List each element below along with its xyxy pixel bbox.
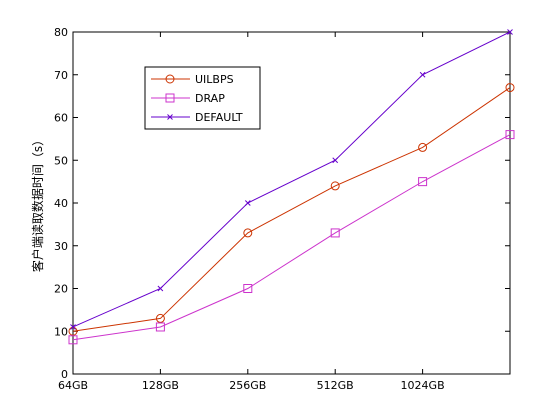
data-point-default <box>157 285 164 292</box>
y-tick-label: 50 <box>54 154 68 167</box>
y-tick-label: 80 <box>54 26 68 39</box>
x-marker-stroke <box>157 285 164 292</box>
data-point-uilbps <box>418 142 428 152</box>
x-tick-label: 512GB <box>317 379 354 392</box>
legend-label-default: DEFAULT <box>195 111 243 124</box>
data-point-default <box>244 200 251 206</box>
x-marker-stroke <box>244 200 251 206</box>
legend: UILBPS DRAP DEFAULT <box>144 66 261 130</box>
y-tick-label: 10 <box>54 325 68 338</box>
y-axis-label: 客户端读取数据时间（s） <box>30 134 45 272</box>
series-line-uilbps <box>72 87 511 332</box>
series-line-default <box>72 31 511 328</box>
x-marker-stroke <box>70 324 76 330</box>
data-point-uilbps <box>505 83 515 93</box>
data-point-drap <box>243 284 253 293</box>
legend-marker-uilbps <box>165 74 175 84</box>
data-point-drap <box>505 130 515 140</box>
legend-label-uilbps: UILBPS <box>195 73 234 86</box>
y-tick-label: 30 <box>54 240 68 253</box>
y-tick-label: 20 <box>54 283 68 296</box>
data-point-uilbps <box>243 228 253 238</box>
data-point-drap <box>68 335 78 345</box>
y-axis: 0 10 20 30 40 50 60 70 80 <box>54 26 510 381</box>
x-tick-label: 256GB <box>229 379 266 392</box>
data-point-default <box>507 29 513 35</box>
x-tick-label: 128GB <box>142 379 179 392</box>
y-tick-label: 0 <box>61 368 68 381</box>
legend-label-drap: DRAP <box>195 92 225 105</box>
data-point-default <box>419 71 426 78</box>
series-line-drap <box>72 134 511 341</box>
data-point-uilbps <box>330 181 340 191</box>
x-tick-label: 64GB <box>58 379 88 392</box>
data-point-uilbps <box>155 313 165 323</box>
series-layer <box>68 29 515 345</box>
data-point-default <box>332 157 339 164</box>
y-tick-label: 70 <box>54 69 68 82</box>
data-point-drap <box>418 177 428 187</box>
legend-marker-default <box>167 114 173 120</box>
plot-frame <box>72 31 511 375</box>
x-marker-stroke <box>507 29 513 35</box>
x-axis: 64GB 128GB 256GB 512GB 1024GB <box>58 32 511 392</box>
y-tick-label: 40 <box>54 197 68 210</box>
y-tick-label: 60 <box>54 112 68 125</box>
data-point-default <box>70 324 76 330</box>
x-marker-stroke <box>419 71 426 78</box>
x-marker-stroke <box>167 114 173 120</box>
data-point-drap <box>155 322 165 332</box>
legend-marker-drap <box>165 93 175 103</box>
x-marker-stroke <box>332 157 339 164</box>
x-tick-label: 1024GB <box>401 379 445 392</box>
data-point-drap <box>330 228 340 238</box>
